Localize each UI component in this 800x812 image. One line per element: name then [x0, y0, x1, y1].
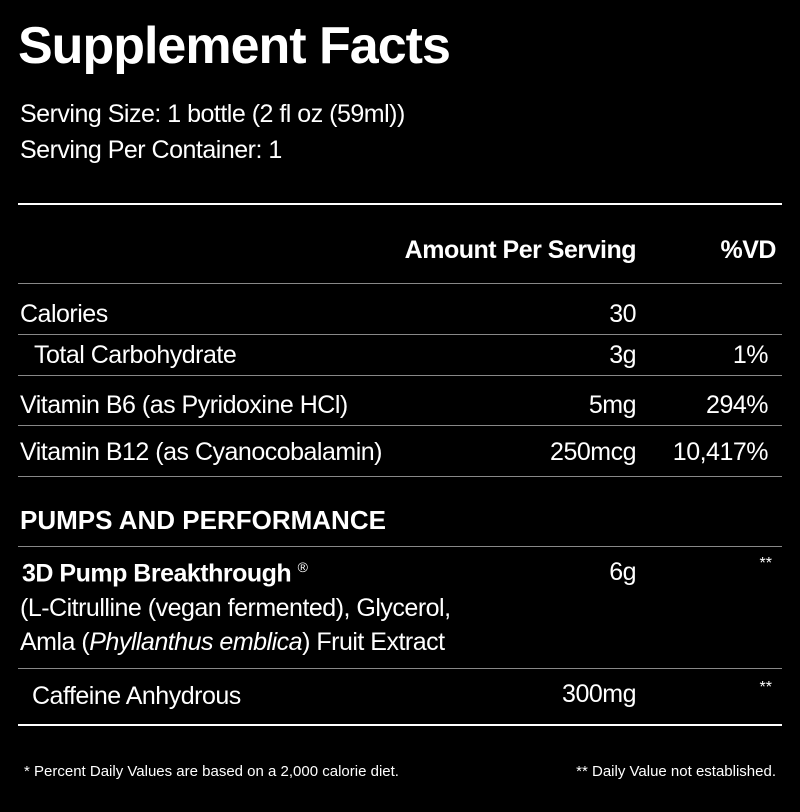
servings-per-container: Serving Per Container: 1	[20, 136, 282, 164]
divider	[18, 425, 782, 426]
row-name: Total Carbohydrate	[34, 341, 237, 369]
dv-header: %VD	[720, 236, 777, 264]
divider	[18, 724, 782, 726]
footnote: * Percent Daily Values are based on a 2,…	[24, 763, 399, 780]
row-dv: 10,417%	[672, 438, 769, 466]
divider	[18, 546, 782, 547]
row-amount: 250mcg	[550, 438, 636, 466]
ingredients: Amla (Phyllanthus emblica) Fruit Extract	[20, 630, 445, 655]
row-amount: 3g	[609, 341, 636, 369]
text: Amla (	[20, 628, 90, 656]
row-name: Vitamin B6 (as Pyridoxine HCl)	[20, 391, 348, 419]
row-dv: 1%	[732, 341, 769, 369]
blend-name: 3D Pump Breakthrough ®	[22, 559, 308, 588]
section-heading: PUMPS AND PERFORMANCE	[20, 505, 386, 535]
divider	[18, 283, 782, 284]
italic-text: Phyllanthus emblica	[89, 628, 303, 656]
blend-amount: 6g	[609, 558, 636, 586]
title: Supplement Facts	[18, 17, 451, 75]
caffeine-dv: **	[759, 679, 772, 696]
row-name: Calories	[20, 300, 108, 328]
serving-size: Serving Size: 1 bottle (2 fl oz (59ml))	[20, 100, 405, 128]
ingredients: (L-Citrulline (vegan fermented), Glycero…	[20, 594, 451, 622]
text: ) Fruit Extract	[302, 628, 445, 656]
row-name: Vitamin B12 (as Cyanocobalamin)	[20, 438, 383, 466]
caffeine-name: Caffeine Anhydrous	[32, 682, 241, 710]
blend-name-text: 3D Pump Breakthrough	[22, 559, 292, 588]
divider	[18, 375, 782, 376]
row-amount: 30	[609, 300, 636, 328]
registered-mark: ®	[297, 559, 308, 575]
amount-header: Amount Per Serving	[404, 236, 637, 264]
blend-dv: **	[759, 555, 772, 572]
caffeine-amount: 300mg	[562, 680, 636, 708]
row-amount: 5mg	[588, 391, 637, 419]
divider	[18, 476, 782, 477]
footnote: ** Daily Value not established.	[576, 763, 776, 780]
divider	[18, 668, 782, 669]
divider	[18, 203, 782, 205]
row-dv: 294%	[706, 391, 768, 419]
divider	[18, 334, 782, 335]
